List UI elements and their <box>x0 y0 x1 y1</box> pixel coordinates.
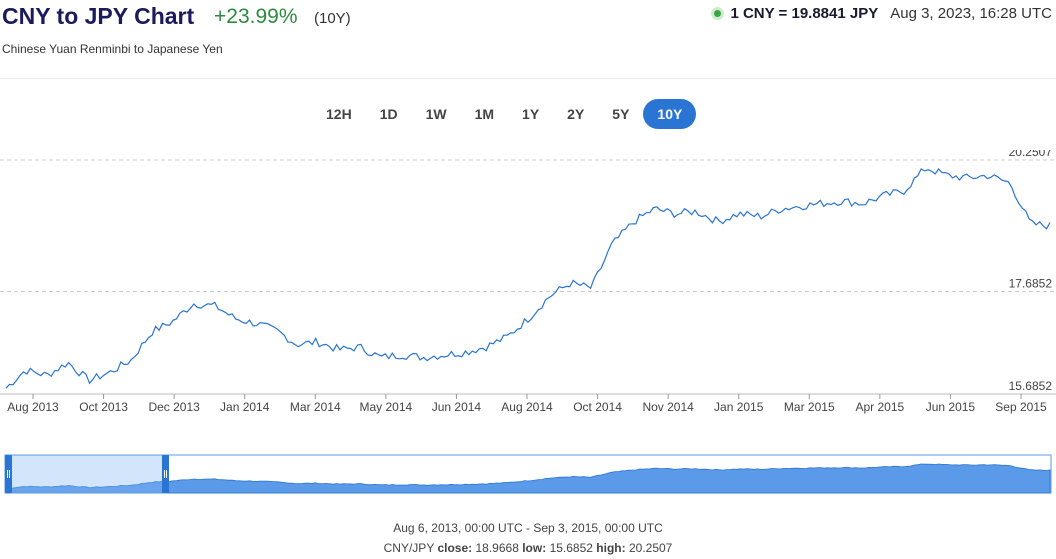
navigator-area <box>5 463 1051 494</box>
low-label: low: <box>522 541 547 555</box>
x-tick-label: Jun 2014 <box>432 400 482 414</box>
page-title: CNY to JPY Chart <box>2 3 195 29</box>
low-value: 15.6852 <box>549 541 593 555</box>
summary-stats: CNY/JPY close: 18.9668 low: 15.6852 high… <box>0 541 1056 555</box>
x-tick-label: Mar 2015 <box>784 400 835 414</box>
live-indicator-icon <box>711 7 725 20</box>
x-tick-label: Sep 2015 <box>995 400 1047 414</box>
range-navigator[interactable] <box>0 452 1056 496</box>
x-tick-label: Jan 2014 <box>220 400 270 414</box>
range-button-1y[interactable]: 1Y <box>522 106 540 122</box>
percent-change: +23.99% <box>214 5 298 28</box>
price-line <box>5 168 1051 389</box>
navigator-handle-right[interactable] <box>162 455 169 493</box>
range-button-2y[interactable]: 2Y <box>567 106 585 122</box>
x-tick-label: Oct 2014 <box>573 400 622 414</box>
high-label: high: <box>596 541 626 555</box>
close-label: close: <box>437 541 473 555</box>
y-tick-label: 17.6852 <box>1009 276 1053 290</box>
change-period: (10Y) <box>314 10 351 27</box>
x-tick-label: Apr 2015 <box>856 400 905 414</box>
x-tick-label: Nov 2014 <box>642 400 694 414</box>
current-rate: 1 CNY = 19.8841 JPY <box>730 5 879 22</box>
x-tick-label: Aug 2014 <box>501 400 553 414</box>
range-button-1m[interactable]: 1M <box>474 106 495 122</box>
range-button-1d[interactable]: 1D <box>379 106 398 122</box>
x-tick-label: Jun 2015 <box>926 400 976 414</box>
x-tick-label: May 2014 <box>360 400 413 414</box>
live-rate: 1 CNY = 19.8841 JPY Aug 3, 2023, 16:28 U… <box>711 5 1052 22</box>
range-button-5y[interactable]: 5Y <box>612 106 630 122</box>
range-button-12h[interactable]: 12H <box>326 106 352 122</box>
x-tick-label: Jan 2015 <box>714 400 764 414</box>
chart-header: CNY to JPY Chart +23.99% (10Y) Chinese Y… <box>0 0 1056 79</box>
pair-label: CNY/JPY <box>383 541 435 555</box>
rate-timestamp: Aug 3, 2023, 16:28 UTC <box>890 5 1052 22</box>
handle-grip-icon[interactable] <box>162 455 169 493</box>
y-tick-label: 20.2507 <box>1009 150 1053 159</box>
selected-range-text: Aug 6, 2013, 00:00 UTC - Sep 3, 2015, 00… <box>393 521 663 535</box>
range-button-1w[interactable]: 1W <box>425 106 447 122</box>
navigator-selection[interactable] <box>9 454 168 494</box>
y-tick-label: 15.6852 <box>1009 379 1053 393</box>
navigator-handle-left[interactable] <box>5 455 12 493</box>
price-chart[interactable]: 20.2507 17.6852 15.6852 Aug 2013 Oct 2013 Dec… <box>0 150 1056 420</box>
x-tick-label: Oct 2013 <box>79 400 128 414</box>
close-value: 18.9668 <box>475 541 519 555</box>
range-selector: 12H 1D 1W 1M 1Y 2Y 5Y 10Y <box>312 99 697 129</box>
x-tick-label: Aug 2013 <box>7 400 59 414</box>
x-tick-label: Mar 2014 <box>290 400 341 414</box>
page-subtitle: Chinese Yuan Renminbi to Japanese Yen <box>2 42 223 56</box>
range-button-10y[interactable]: 10Y <box>643 99 697 129</box>
handle-grip-icon[interactable] <box>5 455 12 493</box>
high-value: 20.2507 <box>628 541 673 555</box>
x-tick-label: Dec 2013 <box>148 400 200 414</box>
